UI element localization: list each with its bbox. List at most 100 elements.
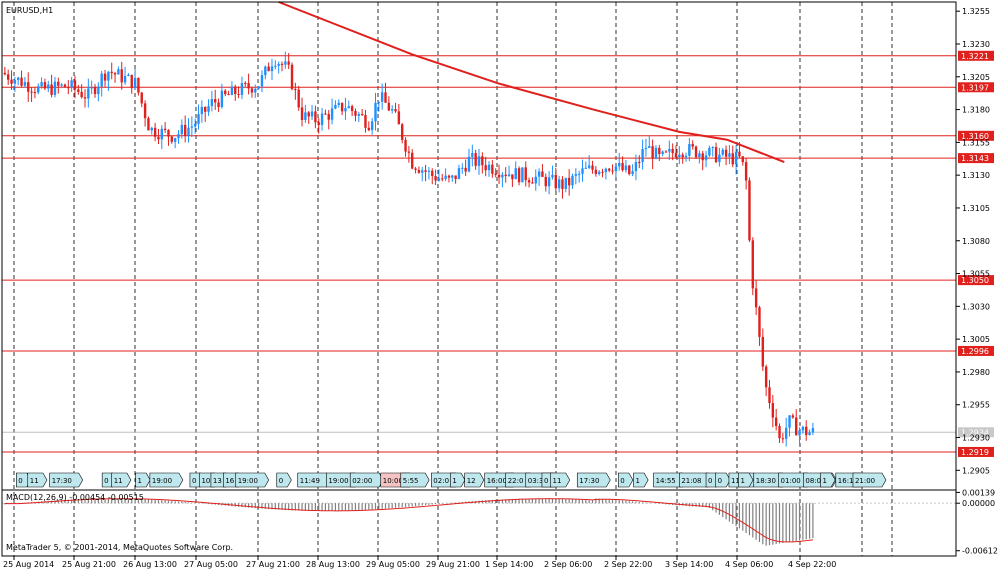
level-price-tag bbox=[958, 345, 994, 356]
candle-body bbox=[274, 65, 277, 67]
event-marker[interactable]: 1 bbox=[738, 472, 754, 488]
candle-body bbox=[417, 169, 421, 173]
event-marker[interactable]: 5:55 bbox=[400, 472, 430, 488]
candle-body bbox=[648, 146, 651, 148]
horizontal-levels[interactable]: 1.3221 1.3197 1.3160 1.3143 1.3050 1.2996 1.29… bbox=[2, 50, 994, 457]
event-marker-label: 16:1 bbox=[838, 477, 854, 485]
event-marker-label: 22:0 bbox=[508, 477, 524, 485]
candle-body bbox=[541, 171, 544, 177]
event-marker-label: 10 bbox=[201, 477, 210, 485]
candle-body bbox=[741, 156, 744, 163]
candle-body bbox=[83, 97, 87, 99]
price-tick-label: 1.3230 bbox=[962, 40, 990, 49]
event-marker[interactable]: 1 bbox=[450, 472, 466, 488]
candle-body bbox=[591, 165, 594, 170]
candle-body bbox=[805, 426, 808, 436]
price-tick-label: 1.3155 bbox=[962, 138, 990, 147]
candle-body bbox=[678, 154, 681, 158]
event-marker-shape bbox=[464, 472, 485, 488]
event-marker-label: 19:00 bbox=[152, 477, 172, 485]
time-axis: 25 Aug 2014 25 Aug 21:00 26 Aug 13:00 27 Au… bbox=[3, 556, 836, 569]
candle-body bbox=[651, 146, 654, 159]
time-tick-label: 26 Aug 13:00 bbox=[123, 560, 177, 569]
macd-label: MACD(12,26,9) -0.00454 -0.00515 bbox=[6, 493, 144, 502]
level-price-tag bbox=[958, 130, 994, 141]
event-marker-label: 11 bbox=[30, 477, 39, 485]
event-marker-label: 0 bbox=[718, 477, 722, 485]
candle-body bbox=[791, 415, 795, 418]
event-marker[interactable]: 17:30 bbox=[576, 472, 611, 488]
candle-body bbox=[90, 87, 93, 89]
event-marker-label: 01:00 bbox=[781, 477, 801, 485]
candle-body bbox=[638, 161, 641, 163]
trendline-path[interactable] bbox=[278, 1, 785, 163]
candle-body bbox=[764, 366, 768, 388]
price-tick-label: 1.3255 bbox=[962, 7, 990, 16]
event-marker[interactable]: 1 bbox=[633, 472, 649, 488]
candle-body bbox=[524, 167, 527, 181]
candle-body bbox=[167, 130, 170, 137]
candle-body bbox=[234, 86, 237, 95]
event-marker[interactable]: 19:00 bbox=[149, 472, 184, 488]
candle-body bbox=[684, 155, 688, 158]
candle-body bbox=[183, 124, 187, 136]
candle-body bbox=[23, 82, 27, 86]
time-tick-label: 2 Sep 06:00 bbox=[544, 560, 592, 569]
event-marker-shape bbox=[111, 472, 132, 488]
candle-body bbox=[724, 149, 728, 157]
candle-body bbox=[484, 165, 487, 171]
event-marker[interactable]: 12 bbox=[464, 472, 485, 488]
event-marker[interactable]: 19:00 bbox=[235, 472, 270, 488]
event-marker[interactable]: 1 bbox=[820, 472, 836, 488]
macd-panel: 0.00139 0.00000 -0.00612 bbox=[2, 488, 998, 556]
candle-body bbox=[314, 111, 317, 123]
candle-body bbox=[193, 123, 197, 127]
event-marker[interactable]: 02:00 bbox=[349, 472, 384, 488]
candle-body bbox=[337, 102, 340, 105]
event-marker[interactable]: 11 bbox=[550, 472, 571, 488]
candle-body bbox=[731, 153, 734, 165]
event-marker[interactable]: 11:49 bbox=[297, 472, 332, 488]
candle-body bbox=[220, 90, 224, 108]
event-marker[interactable]: 0 bbox=[617, 472, 634, 488]
event-marker[interactable]: 0 bbox=[276, 472, 292, 488]
candle-body bbox=[414, 168, 417, 170]
candle-body bbox=[708, 147, 711, 156]
trendline[interactable] bbox=[278, 1, 785, 163]
event-markers[interactable]: 0 11 17:30 0 11 1 19:00 0 10 13 16 19:00 0 11:49 19:00… bbox=[16, 472, 887, 488]
event-marker[interactable]: 17:30 bbox=[49, 472, 84, 488]
candle-body bbox=[631, 171, 634, 175]
candle-body bbox=[784, 427, 788, 439]
candle-body bbox=[374, 102, 377, 122]
event-marker[interactable]: 11 bbox=[27, 472, 48, 488]
candle-body bbox=[718, 154, 721, 162]
event-marker[interactable]: 21:00 bbox=[852, 472, 887, 488]
event-marker[interactable]: 0 bbox=[715, 472, 731, 488]
candle-body bbox=[67, 87, 70, 89]
event-marker-shape bbox=[633, 472, 649, 488]
candle-body bbox=[160, 128, 163, 140]
event-marker-label: 0 bbox=[18, 477, 22, 485]
candle-body bbox=[117, 69, 120, 75]
candle-body bbox=[297, 89, 300, 108]
candle-body bbox=[364, 115, 367, 128]
candle-body bbox=[691, 143, 694, 147]
candle-body bbox=[103, 73, 107, 81]
event-marker-label: 11:49 bbox=[300, 477, 320, 485]
candle-body bbox=[287, 61, 290, 65]
level-price-label: 1.3160 bbox=[961, 132, 989, 141]
candle-body bbox=[230, 86, 234, 95]
candle-body bbox=[357, 114, 360, 116]
candle-body bbox=[350, 106, 354, 111]
candle-body bbox=[621, 162, 624, 171]
candle-body bbox=[801, 426, 805, 431]
candle-body bbox=[137, 77, 140, 93]
event-marker[interactable]: 11 bbox=[111, 472, 132, 488]
candle-body bbox=[330, 108, 334, 120]
candle-body bbox=[778, 426, 781, 439]
price-tick-label: 1.3130 bbox=[962, 171, 990, 180]
event-marker[interactable]: 1 bbox=[135, 472, 151, 488]
current-price-tag bbox=[958, 427, 994, 438]
candle-body bbox=[601, 171, 604, 173]
